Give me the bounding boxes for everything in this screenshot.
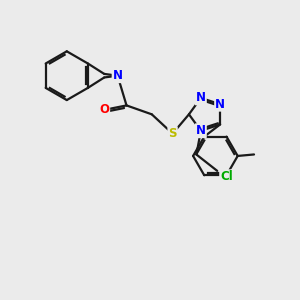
Text: N: N (196, 92, 206, 104)
Text: N: N (112, 69, 123, 82)
Text: N: N (196, 124, 206, 137)
Text: N: N (215, 98, 225, 111)
Text: Cl: Cl (220, 170, 233, 183)
Text: S: S (168, 127, 177, 140)
Text: O: O (99, 103, 109, 116)
